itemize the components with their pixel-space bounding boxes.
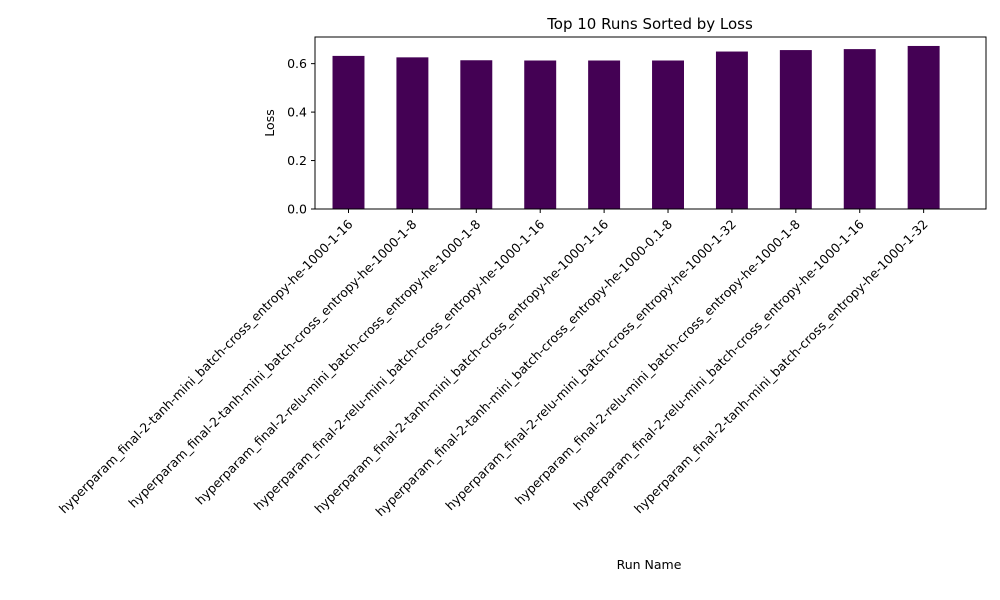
y-tick-label: 0.2 <box>287 153 307 168</box>
x-axis-title: Run Name <box>617 557 682 572</box>
bar <box>779 50 812 209</box>
bar <box>588 60 621 209</box>
bars-layer <box>332 45 940 210</box>
x-tick-label: hyperparam_final-2-relu-mini_batch-cross… <box>570 216 867 513</box>
plot-area-frame <box>314 36 987 210</box>
bar <box>652 60 684 209</box>
x-tick-label: hyperparam_final-2-relu-mini_batch-cross… <box>512 216 803 507</box>
y-tick-label: 0.6 <box>287 56 307 71</box>
x-tick-label: hyperparam_final-2-tanh-mini_batch-cross… <box>56 216 356 516</box>
x-tick-label: hyperparam_final-2-tanh-mini_batch-cross… <box>125 216 419 510</box>
x-tick-label: hyperparam_final-2-tanh-mini_batch-cross… <box>631 217 931 517</box>
x-tick-label: hyperparam_final-2-tanh-mini_batch-cross… <box>311 216 611 516</box>
x-ticks-layer: hyperparam_final-2-tanh-mini_batch-cross… <box>56 209 931 519</box>
y-ticks-layer: 0.0 0.2 0.4 0.6 <box>287 56 315 217</box>
bar <box>332 55 365 210</box>
chart-title: Top 10 Runs Sorted by Loss <box>546 15 753 33</box>
bar <box>843 49 876 209</box>
bar <box>396 57 429 209</box>
y-tick-label: 0.4 <box>287 105 307 120</box>
x-tick-label: hyperparam_final-2-tanh-mini_batch-cross… <box>373 216 676 519</box>
x-tick-label: hyperparam_final-2-relu-mini_batch-cross… <box>442 217 739 514</box>
bar <box>907 45 940 210</box>
bar <box>715 51 748 209</box>
y-axis-title: Loss <box>262 109 277 136</box>
bar <box>460 60 493 210</box>
x-tick-label: hyperparam_final-2-relu-mini_batch-cross… <box>192 216 483 507</box>
x-tick-label: hyperparam_final-2-relu-mini_batch-cross… <box>251 216 548 513</box>
bar <box>524 60 557 209</box>
y-tick-label: 0.0 <box>287 202 307 217</box>
axes-layer <box>314 36 987 210</box>
